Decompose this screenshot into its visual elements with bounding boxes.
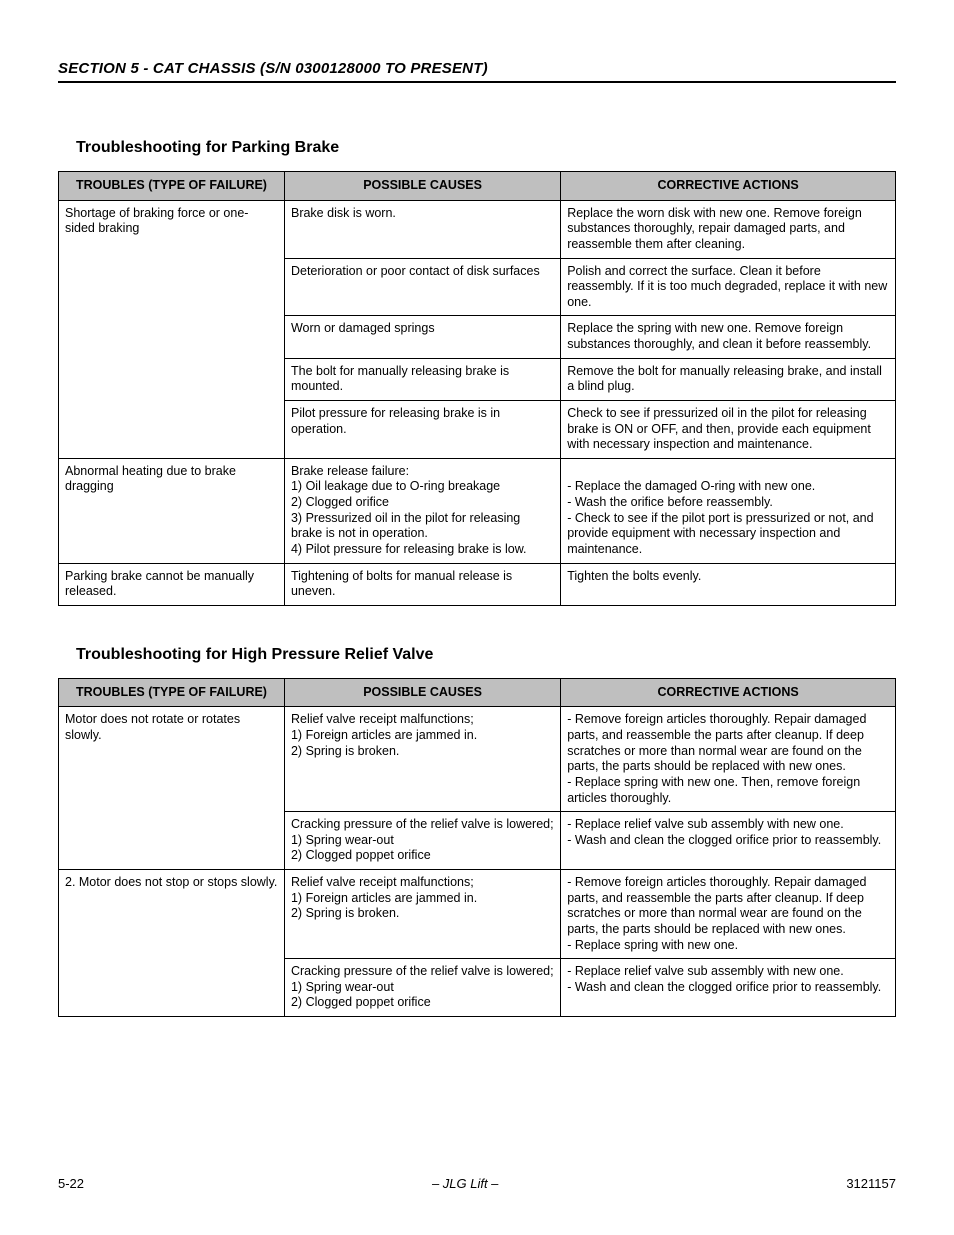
cell-action: Tighten the bolts evenly. [561, 563, 896, 605]
subheading-relief-valve: Troubleshooting for High Pressure Relief… [76, 646, 896, 664]
cell-trouble: Motor does not rotate or rotates slowly. [59, 707, 285, 870]
table-relief-valve: TROUBLES (TYPE OF FAILURE) POSSIBLE CAUS… [58, 678, 896, 1017]
table-parking-brake: TROUBLES (TYPE OF FAILURE) POSSIBLE CAUS… [58, 171, 896, 606]
cell-trouble: Parking brake cannot be manually release… [59, 563, 285, 605]
cell-action: - Remove foreign articles thoroughly. Re… [561, 707, 896, 812]
col-header-actions: CORRECTIVE ACTIONS [561, 172, 896, 201]
cell-cause: Brake disk is worn. [284, 200, 560, 258]
cell-action: - Remove foreign articles thoroughly. Re… [561, 870, 896, 959]
cell-action: Remove the bolt for manually releasing b… [561, 358, 896, 400]
col-header-troubles: TROUBLES (TYPE OF FAILURE) [59, 172, 285, 201]
cell-action: - Replace relief valve sub assembly with… [561, 812, 896, 870]
cell-action: Replace the worn disk with new one. Remo… [561, 200, 896, 258]
subheading-parking-brake: Troubleshooting for Parking Brake [76, 139, 896, 157]
cell-cause: Relief valve receipt malfunctions; 1) Fo… [284, 870, 560, 959]
footer-page-number: 5-22 [58, 1176, 84, 1191]
footer-doc-number: 3121157 [846, 1176, 896, 1191]
cell-cause: Deterioration or poor contact of disk su… [284, 258, 560, 316]
table-header-row: TROUBLES (TYPE OF FAILURE) POSSIBLE CAUS… [59, 678, 896, 707]
table-row: Shortage of braking force or one-sided b… [59, 200, 896, 258]
cell-action: - Replace the damaged O-ring with new on… [561, 458, 896, 563]
footer-center: – JLG Lift – [432, 1176, 498, 1191]
page-footer: 5-22 – JLG Lift – 3121157 [58, 1176, 896, 1191]
cell-cause: The bolt for manually releasing brake is… [284, 358, 560, 400]
table-row: Motor does not rotate or rotates slowly.… [59, 707, 896, 812]
cell-cause: Tightening of bolts for manual release i… [284, 563, 560, 605]
page: SECTION 5 - CAT CHASSIS (S/N 0300128000 … [0, 0, 954, 1235]
cell-cause: Cracking pressure of the relief valve is… [284, 812, 560, 870]
cell-action: Replace the spring with new one. Remove … [561, 316, 896, 358]
col-header-troubles: TROUBLES (TYPE OF FAILURE) [59, 678, 285, 707]
cell-cause: Brake release failure: 1) Oil leakage du… [284, 458, 560, 563]
cell-cause: Worn or damaged springs [284, 316, 560, 358]
table-row: Abnormal heating due to brake dragging B… [59, 458, 896, 563]
cell-action: Check to see if pressurized oil in the p… [561, 400, 896, 458]
table-row: 2. Motor does not stop or stops slowly. … [59, 870, 896, 959]
cell-action: - Replace relief valve sub assembly with… [561, 959, 896, 1017]
table-header-row: TROUBLES (TYPE OF FAILURE) POSSIBLE CAUS… [59, 172, 896, 201]
table-row: Parking brake cannot be manually release… [59, 563, 896, 605]
col-header-actions: CORRECTIVE ACTIONS [561, 678, 896, 707]
col-header-causes: POSSIBLE CAUSES [284, 172, 560, 201]
cell-trouble: Abnormal heating due to brake dragging [59, 458, 285, 563]
cell-cause: Relief valve receipt malfunctions; 1) Fo… [284, 707, 560, 812]
col-header-causes: POSSIBLE CAUSES [284, 678, 560, 707]
cell-cause: Pilot pressure for releasing brake is in… [284, 400, 560, 458]
cell-cause: Cracking pressure of the relief valve is… [284, 959, 560, 1017]
cell-trouble: 2. Motor does not stop or stops slowly. [59, 870, 285, 1017]
cell-trouble: Shortage of braking force or one-sided b… [59, 200, 285, 458]
section-header: SECTION 5 - CAT CHASSIS (S/N 0300128000 … [58, 60, 896, 83]
cell-action: Polish and correct the surface. Clean it… [561, 258, 896, 316]
